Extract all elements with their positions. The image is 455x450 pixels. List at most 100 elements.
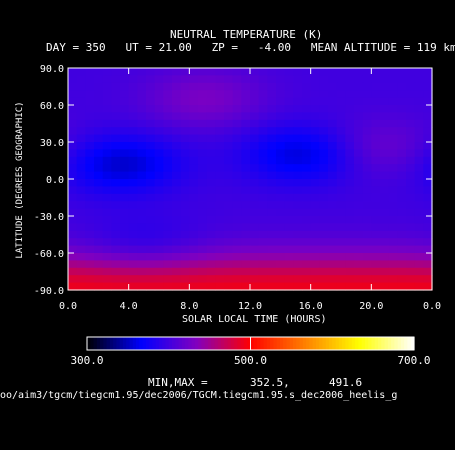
heatmap-cell [172, 112, 182, 121]
heatmap-cell [250, 119, 260, 128]
heatmap-cell [336, 208, 346, 217]
heatmap-cell [336, 97, 346, 106]
heatmap-cell [284, 112, 294, 121]
heatmap-cell [189, 97, 199, 106]
heatmap-cell [102, 164, 112, 173]
heatmap-cell [68, 156, 78, 165]
heatmap-cell [302, 253, 312, 261]
heatmap-cell [137, 216, 147, 224]
heatmap-cell [172, 216, 182, 224]
heatmap-cell [267, 75, 277, 84]
heatmap-cell [215, 112, 225, 121]
heatmap-cell [397, 260, 407, 269]
heatmap-cell [250, 208, 260, 217]
heatmap-cell [362, 97, 372, 106]
heatmap-cell [111, 201, 121, 210]
heatmap-cell [336, 112, 346, 121]
heatmap-cell [146, 238, 156, 247]
heatmap-cell [224, 75, 234, 84]
heatmap-cell [128, 119, 138, 128]
heatmap-cell [258, 68, 268, 76]
heatmap-cell [198, 119, 208, 128]
heatmap-cell [328, 127, 338, 136]
heatmap-cell [180, 105, 190, 113]
heatmap-cell [258, 156, 268, 165]
heatmap-cell [102, 282, 112, 291]
heatmap-cell [397, 97, 407, 106]
colorbar-segment [194, 337, 199, 350]
heatmap-cell [154, 179, 164, 187]
heatmap-cell [328, 149, 338, 158]
heatmap-cell [154, 186, 164, 195]
heatmap-cell [380, 90, 390, 99]
heatmap-cell [258, 105, 268, 113]
heatmap-cell [354, 282, 364, 291]
heatmap-cell [85, 82, 95, 91]
heatmap-cell [120, 97, 130, 106]
heatmap-cell [76, 68, 86, 76]
heatmap-cell [198, 253, 208, 261]
heatmap-cell [154, 142, 164, 150]
heatmap-cell [388, 193, 398, 202]
colorbar-segment [348, 337, 353, 350]
heatmap-cell [128, 253, 138, 261]
heatmap-cell [180, 97, 190, 106]
heatmap-cell [414, 112, 424, 121]
colorbar-segment [149, 337, 153, 350]
heatmap-cell [336, 275, 346, 284]
heatmap-cell [85, 230, 95, 239]
heatmap-cell [68, 82, 78, 91]
heatmap-cell [198, 156, 208, 165]
heatmap-cell [250, 253, 260, 261]
heatmap-cell [406, 164, 416, 173]
heatmap-cell [206, 267, 216, 276]
heatmap-cell [172, 68, 182, 76]
heatmap-cell [293, 208, 303, 217]
heatmap-cell [137, 142, 147, 150]
heatmap-cell [102, 267, 112, 276]
heatmap-cell [172, 260, 182, 269]
heatmap-cell [362, 238, 372, 247]
colorbar-segment [132, 337, 137, 350]
heatmap-cell [250, 260, 260, 269]
heatmap-cell [137, 164, 147, 173]
heatmap-cell [137, 253, 147, 261]
heatmap-cell [206, 275, 216, 284]
heatmap-cell [345, 134, 355, 143]
heatmap-cell [406, 230, 416, 239]
heatmap-cell [328, 142, 338, 150]
heatmap-cell [111, 142, 121, 150]
heatmap-cell [76, 275, 86, 284]
heatmap-cell [76, 112, 86, 121]
heatmap-cell [215, 179, 225, 187]
heatmap-cell [284, 119, 294, 128]
heatmap-cell [336, 230, 346, 239]
heatmap-cell [354, 127, 364, 136]
heatmap-cell [198, 267, 208, 276]
colorbar-segment [325, 337, 330, 350]
colorbar-segment [227, 337, 232, 350]
heatmap-cell [250, 142, 260, 150]
colorbar-segment [122, 337, 127, 350]
heatmap-cell [293, 238, 303, 247]
chart-subtitle: DAY = 350 UT = 21.00 ZP = -4.00 MEAN ALT… [46, 41, 455, 54]
heatmap-cell [258, 186, 268, 195]
heatmap-cell [362, 223, 372, 232]
heatmap-cell [328, 164, 338, 173]
heatmap-cell [397, 171, 407, 180]
heatmap-cell [94, 149, 104, 158]
heatmap-cell [371, 267, 381, 276]
heatmap-cell [354, 82, 364, 91]
heatmap-cell [250, 149, 260, 158]
colorbar-tick-label: 300.0 [70, 354, 103, 367]
heatmap-cell [120, 179, 130, 187]
heatmap-cell [258, 282, 268, 291]
colorbar-segment [172, 337, 176, 350]
heatmap-cell [76, 90, 86, 99]
heatmap-cell [189, 216, 199, 224]
heatmap-cell [206, 253, 216, 261]
heatmap-cell [328, 156, 338, 165]
heatmap-cell [276, 112, 286, 121]
heatmap-cell [137, 149, 147, 158]
heatmap-cell [354, 112, 364, 121]
